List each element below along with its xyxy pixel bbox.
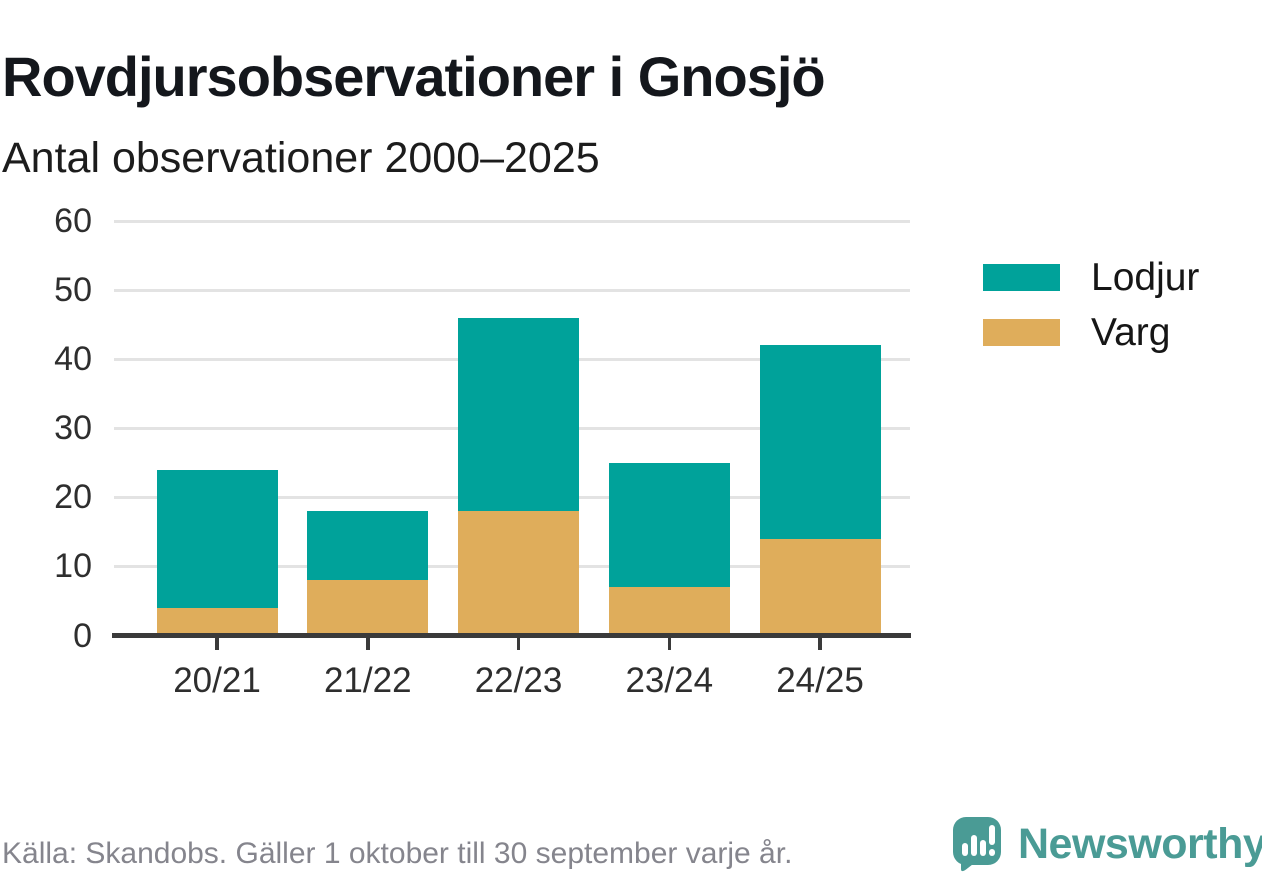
- legend-swatch-lodjur: [983, 264, 1060, 291]
- y-tick-label-40: 40: [54, 340, 92, 379]
- y-tick-label-60: 60: [54, 202, 92, 241]
- chart-subtitle: Antal observationer 2000–2025: [2, 134, 600, 182]
- bar-segment-lodjur-23/24: [608, 462, 730, 588]
- y-tick-label-0: 0: [73, 616, 92, 655]
- gridline-60: [114, 219, 910, 223]
- bar-segment-varg-21/22: [307, 580, 429, 634]
- bar-segment-varg-22/23: [458, 511, 579, 634]
- newsworthy-logo-icon: [953, 817, 1001, 872]
- source-note: Källa: Skandobs. Gäller 1 oktober till 3…: [2, 837, 793, 870]
- x-tick-21/22: [366, 637, 370, 650]
- legend-item-varg: Varg: [983, 313, 1199, 352]
- newsworthy-logo-text: Newsworthy: [1018, 819, 1262, 868]
- gridline-50: [114, 288, 910, 292]
- x-tick-label-24/25: 24/25: [776, 661, 864, 700]
- y-tick-label-50: 50: [54, 271, 92, 310]
- legend-swatch-varg: [983, 319, 1060, 346]
- chart-title: Rovdjursobservationer i Gnosjö: [2, 44, 826, 108]
- x-tick-24/25: [818, 637, 822, 650]
- x-tick-22/23: [516, 637, 521, 650]
- legend-label-varg: Varg: [1091, 311, 1171, 354]
- x-tick-label-21/22: 21/22: [323, 661, 412, 700]
- x-tick-20/21: [215, 637, 219, 650]
- x-axis-line: [112, 633, 911, 638]
- x-tick-label-20/21: 20/21: [173, 661, 261, 700]
- bar-segment-lodjur-22/23: [458, 317, 579, 512]
- logo-bars-icon: [962, 825, 995, 856]
- x-tick-label-23/24: 23/24: [625, 661, 714, 700]
- x-tick-label-22/23: 22/23: [474, 661, 563, 700]
- legend-item-lodjur: Lodjur: [983, 258, 1199, 297]
- bar-segment-lodjur-21/22: [307, 511, 429, 581]
- y-tick-label-30: 30: [54, 409, 92, 448]
- bar-segment-lodjur-20/21: [156, 469, 278, 608]
- bar-segment-varg-24/25: [759, 538, 881, 634]
- bar-segment-lodjur-24/25: [759, 345, 881, 539]
- bar-segment-varg-23/24: [608, 587, 730, 634]
- legend-label-lodjur: Lodjur: [1091, 256, 1200, 299]
- y-tick-label-10: 10: [54, 547, 92, 586]
- x-tick-23/24: [667, 637, 671, 650]
- bar-segment-varg-20/21: [156, 607, 278, 634]
- y-tick-label-20: 20: [54, 478, 92, 517]
- legend: Lodjur Varg: [983, 258, 1199, 374]
- newsworthy-branding: Newsworthy: [952, 816, 1262, 872]
